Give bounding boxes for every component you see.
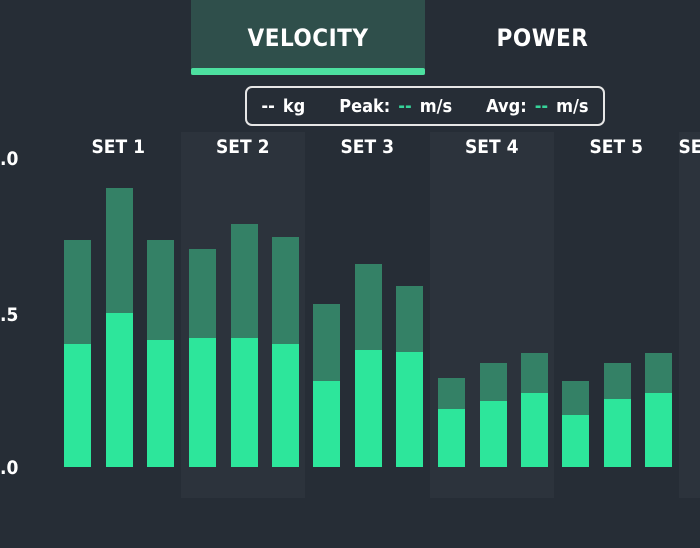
set-label: SET 1 (91, 136, 146, 158)
avg-bar-segment (396, 351, 423, 467)
velocity-rep-bar[interactable] (355, 264, 382, 467)
peak-value: -- (398, 95, 412, 117)
y-tick-label-top: .0 (0, 148, 19, 170)
velocity-rep-bar[interactable] (64, 239, 91, 467)
y-tick-label-bottom: .0 (0, 457, 19, 479)
set-label: SET 2 (216, 136, 270, 158)
peak-bar-segment (520, 353, 548, 394)
peak-bar-segment (188, 249, 216, 339)
velocity-rep-bar[interactable] (520, 353, 548, 467)
peak-bar-segment (230, 224, 258, 339)
velocity-rep-bar[interactable] (106, 187, 133, 467)
avg-bar-segment (271, 344, 299, 467)
avg-bar-segment (604, 399, 631, 467)
set-label: SET 3 (340, 136, 395, 158)
velocity-rep-bar[interactable] (188, 249, 216, 467)
velocity-rep-bar[interactable] (562, 381, 589, 467)
velocity-rep-bar[interactable] (604, 362, 631, 467)
peak-bar-segment (562, 381, 589, 415)
peak-bar-segment (313, 304, 340, 382)
set-label: SET 4 (465, 136, 519, 158)
weight-value: -- (261, 95, 275, 117)
summary-box: -- kg Peak: -- m/s Avg: -- m/s (245, 86, 605, 126)
avg-label: Avg: (486, 95, 527, 117)
peak-label: Peak: (339, 95, 391, 117)
peak-unit: m/s (419, 95, 453, 117)
peak-bar-segment (106, 187, 133, 314)
avg-bar-segment (562, 414, 589, 467)
tab-velocity[interactable]: VELOCITY (191, 0, 425, 75)
set-label: SET (678, 136, 700, 158)
velocity-rep-bar[interactable] (645, 353, 672, 467)
y-tick-label-mid: .5 (0, 304, 19, 326)
avg-bar-segment (479, 400, 507, 467)
avg-unit: m/s (556, 95, 589, 117)
velocity-rep-bar[interactable] (396, 285, 423, 467)
avg-bar-segment (645, 393, 672, 467)
avg-bar-segment (106, 313, 133, 467)
avg-bar-segment (437, 408, 465, 467)
velocity-rep-bar[interactable] (313, 304, 340, 467)
peak-bar-segment (271, 236, 299, 345)
peak-bar-segment (645, 353, 672, 394)
avg-bar-segment (64, 344, 91, 467)
set-band (678, 132, 700, 498)
peak-bar-segment (604, 362, 631, 400)
set-label: SET 5 (589, 136, 644, 158)
tab-power[interactable]: POWER (496, 23, 589, 52)
peak-bar-segment (64, 239, 91, 345)
tab-bar: VELOCITY POWER (0, 0, 700, 75)
active-tab-indicator (191, 68, 425, 75)
avg-bar-segment (188, 338, 216, 467)
weight-unit: kg (282, 95, 306, 117)
velocity-rep-bar[interactable] (479, 362, 507, 467)
peak-bar-segment (396, 285, 423, 352)
peak-bar-segment (437, 377, 465, 409)
velocity-rep-bar[interactable] (437, 377, 465, 467)
avg-value: -- (534, 95, 549, 117)
avg-bar-segment (230, 338, 258, 467)
peak-bar-segment (479, 362, 507, 401)
avg-bar-segment (313, 381, 340, 467)
avg-bar-segment (355, 350, 382, 467)
velocity-rep-bar[interactable] (271, 236, 299, 467)
peak-bar-segment (147, 239, 174, 340)
avg-bar-segment (520, 393, 548, 467)
velocity-rep-bar[interactable] (147, 239, 174, 467)
peak-bar-segment (355, 264, 382, 351)
velocity-rep-bar[interactable] (230, 224, 258, 467)
avg-bar-segment (147, 339, 174, 467)
